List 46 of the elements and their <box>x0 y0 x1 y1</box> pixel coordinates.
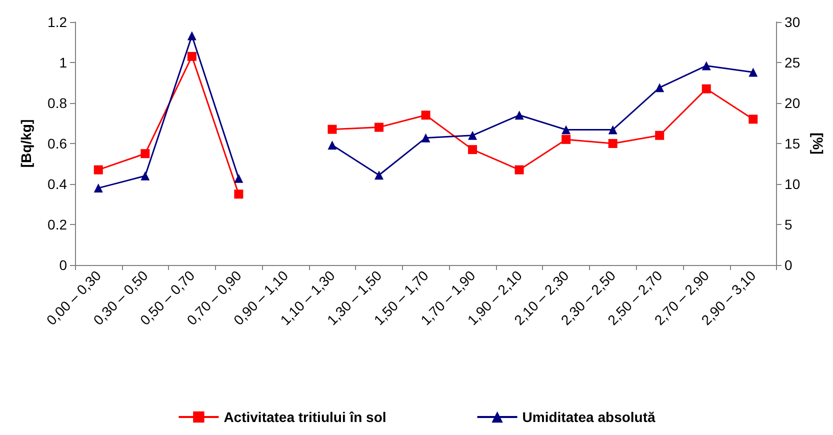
point <box>374 170 384 180</box>
point <box>514 110 524 120</box>
point <box>421 110 430 120</box>
y2-tick-label: 15 <box>784 136 800 152</box>
legend-label: Umiditatea absolută <box>522 409 656 425</box>
y2-tick-label: 30 <box>784 14 800 30</box>
point <box>234 174 244 183</box>
point <box>187 52 196 61</box>
y2-tick-label: 20 <box>784 95 800 111</box>
y-tick-label: 1.2 <box>48 14 68 30</box>
point <box>234 190 244 199</box>
point <box>421 133 430 142</box>
point <box>655 83 664 92</box>
y2-tick-label: 25 <box>784 54 800 70</box>
point <box>328 140 337 150</box>
y2-tick-label: 5 <box>784 216 793 232</box>
point <box>702 61 711 70</box>
y-tick-label: 0.8 <box>48 95 68 111</box>
point <box>187 31 196 40</box>
point <box>514 165 524 174</box>
point <box>94 165 103 174</box>
point <box>562 134 571 144</box>
y-tick-label: 1 <box>59 54 68 70</box>
point <box>374 122 384 132</box>
y2-axis-title: [%] <box>810 132 826 154</box>
point <box>468 130 478 140</box>
y-axis-title: [Bq/kg] <box>18 119 34 168</box>
y-tick-label: 0 <box>59 257 68 273</box>
y-tick-label: 0.2 <box>48 216 68 232</box>
point <box>608 125 618 134</box>
point <box>748 114 758 124</box>
y-tick-label: 0.4 <box>48 176 68 192</box>
point <box>702 84 711 94</box>
point <box>468 145 478 154</box>
point <box>140 149 150 158</box>
point <box>94 184 103 193</box>
point <box>562 125 571 134</box>
y2-tick-label: 0 <box>784 257 793 273</box>
y2-tick-label: 10 <box>784 176 800 192</box>
point <box>140 171 150 180</box>
point <box>748 68 758 77</box>
point <box>655 130 664 140</box>
point <box>328 124 337 134</box>
legend-label: Activitatea tritiului în sol <box>224 409 386 425</box>
point <box>608 139 618 148</box>
y-tick-label: 0.6 <box>48 136 68 152</box>
